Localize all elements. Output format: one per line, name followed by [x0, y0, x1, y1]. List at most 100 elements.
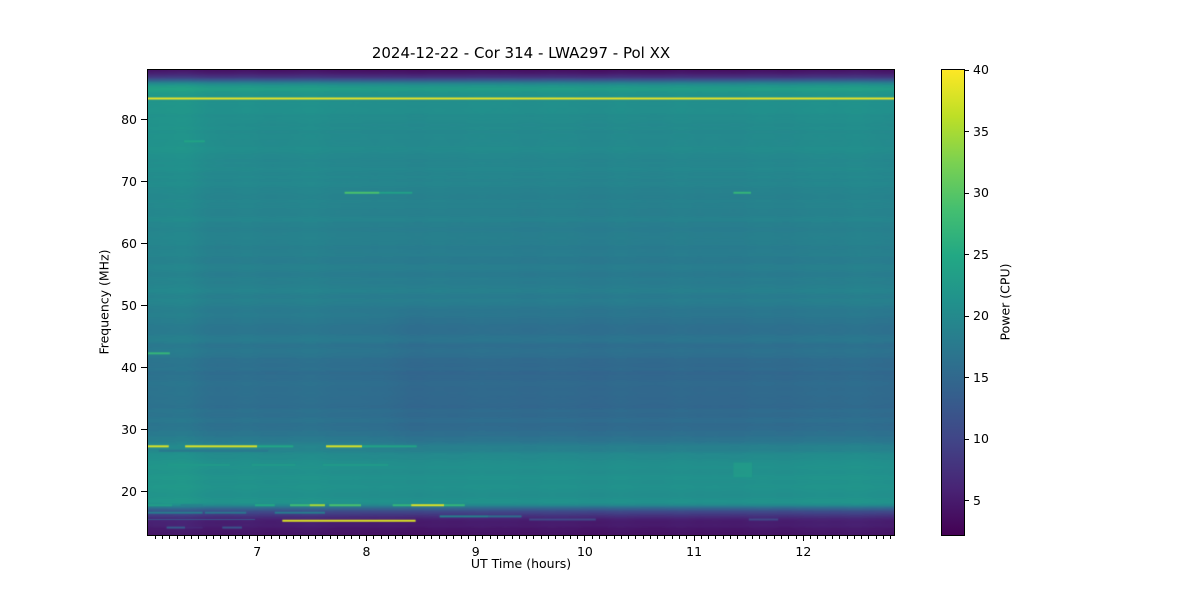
y-tick-label: 30: [121, 421, 137, 437]
y-tick-label: 80: [121, 111, 137, 127]
x-minor-tick: [839, 536, 841, 539]
x-tick-label: 12: [795, 544, 812, 559]
spectrogram-canvas: [148, 70, 894, 535]
x-minor-tick: [329, 536, 331, 539]
x-minor-tick: [314, 536, 316, 539]
x-minor-tick: [205, 536, 207, 539]
x-minor-tick: [780, 536, 782, 539]
x-minor-tick: [264, 536, 265, 539]
x-minor-tick: [504, 536, 506, 539]
x-tick-label: 9: [471, 544, 480, 559]
y-major-tick: [141, 119, 147, 121]
x-minor-tick: [846, 536, 848, 539]
x-minor-tick: [817, 536, 819, 539]
x-tick-label: 8: [362, 544, 371, 559]
x-minor-tick: [540, 536, 542, 539]
x-minor-tick: [162, 536, 164, 539]
y-major-tick: [141, 429, 147, 431]
x-minor-tick: [686, 536, 688, 539]
x-minor-tick: [518, 536, 520, 539]
colorbar-tick-label: 20: [973, 308, 989, 324]
x-minor-tick: [220, 536, 222, 539]
x-minor-tick: [628, 536, 630, 539]
x-minor-tick: [395, 536, 397, 539]
x-minor-tick: [351, 536, 353, 539]
x-minor-tick: [307, 536, 309, 539]
colorbar-tick: [965, 192, 969, 194]
x-minor-tick: [460, 536, 462, 539]
chart-title: 2024-12-22 - Cor 314 - LWA297 - Pol XX: [371, 44, 671, 62]
colorbar-tick-label: 30: [973, 185, 989, 201]
colorbar: [941, 69, 965, 536]
x-minor-tick: [271, 536, 273, 539]
x-minor-tick: [642, 536, 644, 539]
x-minor-tick: [861, 536, 863, 539]
x-minor-tick: [606, 536, 608, 539]
x-minor-tick: [300, 536, 302, 539]
x-minor-tick: [577, 536, 579, 539]
x-minor-tick: [242, 536, 244, 539]
plot-frame: [147, 69, 895, 536]
x-minor-tick: [387, 536, 389, 539]
y-major-tick: [141, 367, 147, 369]
x-major-tick: [802, 536, 804, 541]
x-minor-tick: [795, 536, 797, 539]
colorbar-tick: [965, 500, 969, 502]
y-axis-title: Frequency (MHz): [96, 249, 112, 355]
x-minor-tick: [744, 536, 746, 539]
x-tick-label: 11: [686, 544, 703, 559]
x-minor-tick: [373, 536, 375, 539]
x-minor-tick: [344, 536, 346, 539]
y-major-tick: [141, 305, 147, 307]
x-minor-tick: [882, 536, 884, 539]
x-minor-tick: [358, 536, 360, 539]
colorbar-tick: [965, 254, 969, 256]
x-minor-tick: [409, 536, 411, 539]
x-minor-tick: [497, 536, 499, 539]
x-minor-tick: [620, 536, 622, 539]
x-minor-tick: [482, 536, 484, 539]
x-minor-tick: [533, 536, 535, 539]
y-tick-label: 50: [121, 297, 137, 313]
x-minor-tick: [890, 536, 892, 539]
x-minor-tick: [453, 536, 455, 539]
x-minor-tick: [380, 536, 382, 539]
x-minor-tick: [154, 536, 156, 539]
x-minor-tick: [336, 536, 338, 539]
x-minor-tick: [234, 536, 236, 539]
x-minor-tick: [613, 536, 615, 539]
x-minor-tick: [526, 536, 528, 539]
x-minor-tick: [438, 536, 440, 539]
x-minor-tick: [489, 536, 491, 539]
x-minor-tick: [831, 536, 833, 539]
x-minor-tick: [788, 536, 790, 539]
x-minor-tick: [322, 536, 324, 539]
x-major-tick: [693, 536, 695, 541]
x-minor-tick: [598, 536, 600, 539]
colorbar-tick-label: 35: [973, 123, 989, 139]
x-minor-tick: [700, 536, 702, 539]
x-minor-tick: [169, 536, 171, 539]
x-major-tick: [584, 536, 586, 541]
colorbar-tick: [965, 315, 969, 317]
x-minor-tick: [467, 536, 469, 539]
x-minor-tick: [569, 536, 571, 539]
x-minor-tick: [446, 536, 448, 539]
colorbar-tick-label: 25: [973, 246, 989, 262]
x-minor-tick: [853, 536, 855, 539]
x-minor-tick: [635, 536, 637, 539]
x-minor-tick: [730, 536, 732, 539]
x-minor-tick: [285, 536, 287, 539]
x-minor-tick: [751, 536, 753, 539]
x-minor-tick: [722, 536, 724, 539]
x-minor-tick: [278, 536, 280, 539]
x-minor-tick: [416, 536, 418, 539]
colorbar-tick: [965, 131, 969, 132]
colorbar-tick-label: 5: [973, 492, 981, 508]
x-minor-tick: [715, 536, 717, 539]
x-minor-tick: [183, 536, 185, 539]
x-minor-tick: [875, 536, 877, 539]
x-minor-tick: [191, 536, 193, 539]
x-minor-tick: [424, 536, 426, 539]
